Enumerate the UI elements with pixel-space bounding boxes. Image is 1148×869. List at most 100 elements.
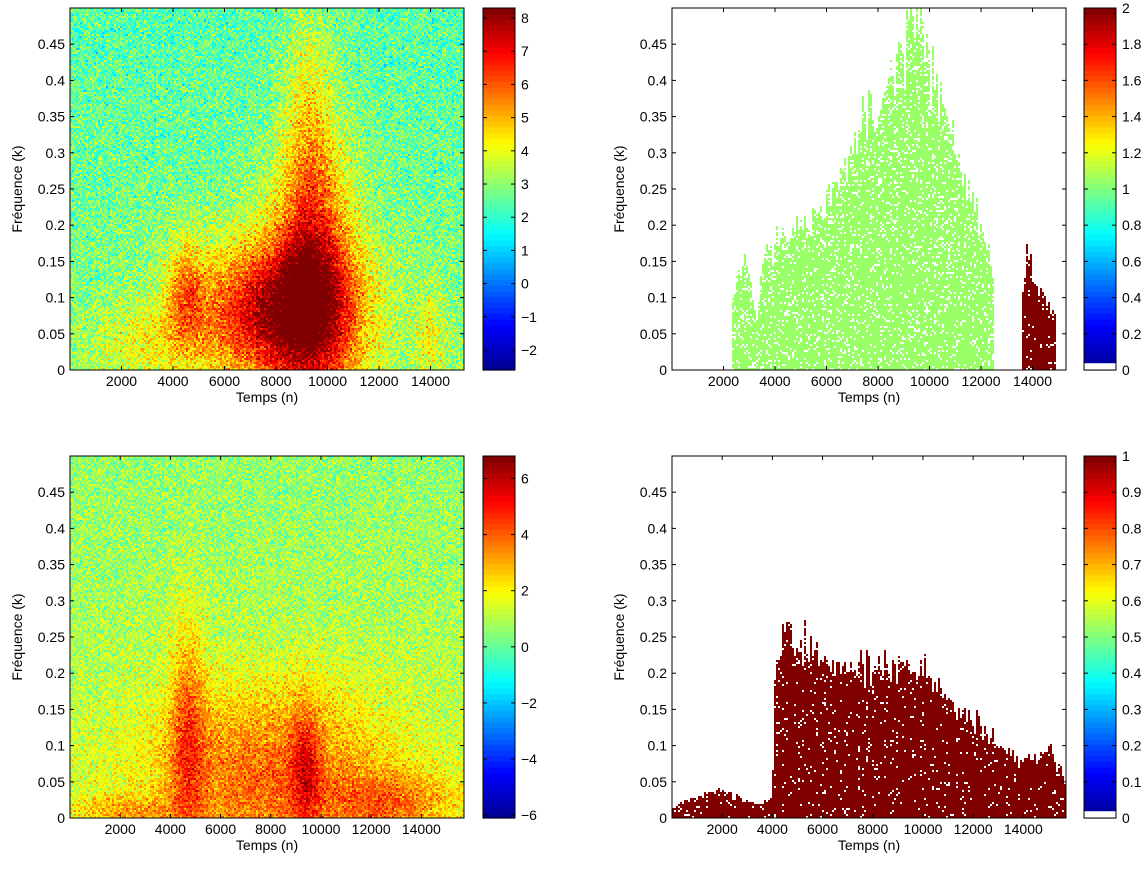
colorbar-swatch [483, 665, 515, 672]
colorbar-tick-label: 0.9 [1122, 484, 1142, 500]
y-tick-label: 0.15 [640, 701, 667, 717]
colorbar-swatch [1084, 336, 1116, 343]
colorbar-swatch [483, 750, 515, 757]
colorbar-tick-label: 0.7 [1122, 557, 1142, 573]
colorbar-swatch [1084, 484, 1116, 491]
colorbar-swatch [1084, 580, 1116, 587]
colorbar-tick-label: 8 [521, 10, 529, 26]
colorbar-swatch [483, 324, 515, 332]
colorbar-swatch [483, 767, 515, 774]
colorbar-swatch [483, 614, 515, 621]
y-tick-label: 0.35 [640, 109, 667, 125]
colorbar-swatch [1084, 535, 1116, 542]
colorbar-swatch [483, 506, 515, 514]
colorbar-swatch [483, 569, 515, 576]
colorbar-tick-label: 5 [521, 110, 529, 126]
y-tick-label: 0.15 [38, 253, 65, 269]
colorbar-swatch [1084, 603, 1116, 610]
colorbar-swatch [483, 552, 515, 559]
x-tick-label: 4000 [759, 373, 790, 389]
colorbar-swatch [483, 761, 515, 768]
colorbar-swatch [483, 597, 515, 604]
colorbar-swatch [483, 8, 515, 15]
colorbar-swatch [483, 205, 515, 213]
subplot-top-left: 2000 4000 6000 8000 10000 12000 14000 0 0.05 0.1 0… [9, 7, 537, 405]
colorbar-swatch [1084, 268, 1116, 275]
colorbar-swatch [483, 472, 515, 480]
colorbar-swatch [1084, 563, 1116, 570]
x-tick-label: 2000 [707, 821, 738, 837]
colorbar-swatch [1084, 19, 1116, 26]
colorbar-swatch [483, 540, 515, 548]
colorbar-tick-label: 7 [521, 43, 529, 59]
colorbar-tick-label: 0 [521, 639, 529, 655]
colorbar-swatch [483, 353, 515, 360]
x-tick-label: 8000 [255, 821, 286, 837]
colorbar-swatch [1084, 461, 1116, 468]
colorbar-swatch [483, 733, 515, 740]
x-axis-label: Temps (n) [838, 389, 900, 405]
colorbar-swatch [1084, 506, 1116, 514]
colorbar-swatch [1084, 47, 1116, 54]
colorbar-swatch [483, 744, 515, 751]
colorbar-swatch [1084, 104, 1116, 111]
colorbar-swatch [1084, 92, 1116, 100]
subplots-group: 2000 4000 6000 8000 10000 12000 1400000.050.10… [9, 0, 1142, 853]
colorbar-tick-label: 2 [521, 583, 529, 599]
colorbar-frame [482, 7, 516, 371]
colorbar-swatch [483, 160, 515, 167]
colorbar-swatch [1084, 574, 1116, 582]
colorbar-swatch [483, 149, 515, 156]
colorbar-swatch [1084, 704, 1116, 712]
colorbar-swatch [1084, 296, 1116, 303]
colorbar-swatch [1084, 273, 1116, 281]
colorbar-swatch [483, 704, 515, 712]
colorbar-swatch [1084, 200, 1116, 207]
colorbar-swatch [1084, 58, 1116, 66]
colorbar-swatch [483, 727, 515, 734]
colorbar-swatch [483, 234, 515, 241]
colorbar-swatch [483, 586, 515, 593]
colorbar-swatch [1084, 665, 1116, 672]
colorbar-swatch [1084, 614, 1116, 621]
heatmap-image [70, 8, 464, 370]
colorbar-swatch [483, 801, 515, 808]
y-tick-label: 0.35 [38, 557, 65, 573]
colorbar-swatch [483, 279, 515, 286]
colorbar-swatch [483, 778, 515, 785]
colorbar-swatch [1084, 456, 1116, 463]
colorbar-swatch [1084, 172, 1116, 179]
colorbar-tick-label: 3 [521, 176, 529, 192]
colorbar-swatch [483, 772, 515, 780]
y-tick-label: 0.35 [38, 109, 65, 125]
colorbar-swatch [483, 603, 515, 610]
x-axis-label: Temps (n) [236, 837, 298, 853]
colorbar-swatch [483, 30, 515, 37]
colorbar-swatch [1084, 138, 1116, 145]
colorbar-swatch [1084, 648, 1116, 655]
colorbar-swatch [1084, 472, 1116, 480]
colorbar-swatch [1084, 285, 1116, 292]
colorbar-tick-label: 0.8 [1122, 217, 1142, 233]
colorbar-swatch [483, 608, 515, 615]
colorbar-swatch [1084, 738, 1116, 746]
colorbar-swatch [1084, 121, 1116, 128]
colorbar-swatch [1084, 557, 1116, 565]
colorbar-swatch [483, 631, 515, 638]
colorbar-swatch [483, 512, 515, 519]
y-axis-label: Fréquence (k) [611, 145, 627, 232]
colorbar-tick-label: 0.5 [1122, 629, 1142, 645]
colorbar-swatch [483, 92, 515, 100]
colorbar-swatch [1084, 495, 1116, 502]
x-tick-label: 6000 [209, 373, 240, 389]
colorbar-tick-label: 1 [521, 242, 529, 258]
colorbar-swatch [483, 358, 515, 365]
colorbar-swatch [1084, 256, 1116, 264]
colorbar-tick-label: 0.4 [1122, 665, 1142, 681]
colorbar-swatch [483, 693, 515, 700]
colorbar-swatch [1084, 693, 1116, 700]
y-tick-label: 0.3 [46, 593, 66, 609]
colorbar-swatch [483, 183, 515, 190]
colorbar-swatch [483, 262, 515, 269]
